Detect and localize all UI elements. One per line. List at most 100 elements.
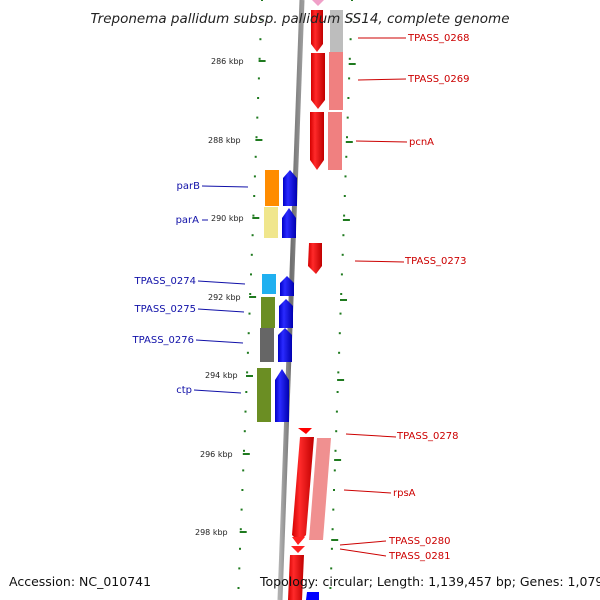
scale-dot <box>240 508 243 511</box>
gene-label-TPASS_0274[interactable]: TPASS_0274 <box>134 276 196 287</box>
gene-arrow-TPASS_0274 <box>280 276 294 296</box>
gene-arrow-TPASS_0269 <box>311 53 325 109</box>
leader-TPASS_0269 <box>357 78 407 81</box>
scale-major-tick <box>239 531 247 533</box>
label-leaders <box>193 37 408 557</box>
forward-genes <box>288 10 325 600</box>
scale-dot <box>250 253 253 256</box>
scale-dot <box>348 57 351 60</box>
scale-dot <box>243 449 245 452</box>
scale-dot <box>333 489 335 491</box>
category-box-ctp <box>257 368 271 422</box>
scale-dot <box>350 18 353 21</box>
scale-major-tick <box>255 139 263 141</box>
scale-major-tick <box>246 375 253 377</box>
scale-dot <box>335 410 338 413</box>
scale-dot <box>237 587 240 589</box>
scale-major-tick <box>348 63 356 65</box>
scale-dot <box>254 155 257 158</box>
gene-arrow-TPASS_0276 <box>278 328 292 362</box>
scale-ruler <box>237 0 356 589</box>
scale-dot <box>340 273 343 276</box>
scale-major-tick <box>249 296 257 298</box>
scale-major-tick <box>258 60 266 62</box>
scale-dot <box>242 469 245 472</box>
gene-label-pcnA[interactable]: pcnA <box>409 137 434 148</box>
scale-dot <box>337 371 340 374</box>
scale-dot <box>331 528 334 531</box>
gene-label-TPASS_0280[interactable]: TPASS_0280 <box>388 536 450 547</box>
reverse-gene-labels: parB parA TPASS_0274 TPASS_0275 TPASS_02… <box>132 181 201 396</box>
category-box-pcnA <box>328 112 342 170</box>
leader-rpsA <box>343 489 392 494</box>
gene-label-TPASS_0276[interactable]: TPASS_0276 <box>132 335 194 346</box>
gene-arrow-parB <box>283 170 297 206</box>
gene-label-parB[interactable]: parB <box>177 181 201 192</box>
genome-summary-text: Topology: circular; Length: 1,139,457 bp… <box>259 574 600 589</box>
gene-arrow-parA <box>282 208 296 238</box>
gene-arrow-pcnA <box>310 112 324 170</box>
scale-dot <box>258 57 261 60</box>
gene-label-TPASS_0273[interactable]: TPASS_0273 <box>404 256 466 267</box>
scale-dot <box>257 77 260 80</box>
scale-dot <box>344 175 347 178</box>
leader-TPASS_0278 <box>345 433 397 438</box>
scale-dot <box>338 351 341 354</box>
forward-gene-labels: TPASS_0268 TPASS_0269 pcnA TPASS_0273 TP… <box>388 33 469 562</box>
scale-dot <box>329 587 332 589</box>
gene-label-TPASS_0269[interactable]: TPASS_0269 <box>407 74 469 85</box>
gene-arrow-next-reverse <box>306 592 319 600</box>
leader-TPASS_0274 <box>197 280 246 285</box>
scale-label-290: 290 kbp <box>211 214 244 223</box>
gene-arrow-rpsA <box>292 437 314 542</box>
gene-label-ctp[interactable]: ctp <box>176 385 192 396</box>
gene-label-TPASS_0281[interactable]: TPASS_0281 <box>388 551 450 562</box>
scale-labels: 286 kbp 288 kbp 290 kbp 292 kbp 294 kbp … <box>195 57 244 537</box>
scale-dot <box>339 312 342 315</box>
leader-pcnA <box>355 140 408 143</box>
scale-dot <box>255 136 258 139</box>
scale-dot <box>342 234 345 237</box>
gene-arrow-TPASS_0278 <box>298 428 312 434</box>
gene-arrow-TPASS_0273 <box>308 243 322 274</box>
scale-dot <box>348 77 351 80</box>
scale-major-tick <box>345 141 353 143</box>
scale-major-tick <box>331 539 339 541</box>
gene-label-rpsA[interactable]: rpsA <box>393 488 416 499</box>
scale-dot <box>247 332 250 335</box>
scale-major-tick <box>252 217 260 219</box>
scale-dot <box>343 195 346 197</box>
leader-TPASS_0281 <box>339 548 387 557</box>
gene-label-TPASS_0268[interactable]: TPASS_0268 <box>407 33 469 44</box>
scale-label-288: 288 kbp <box>208 136 241 145</box>
scale-dot <box>252 214 255 217</box>
forward-category-boxes <box>309 10 343 540</box>
gene-label-TPASS_0278[interactable]: TPASS_0278 <box>396 431 458 442</box>
scale-dot <box>340 293 343 295</box>
scale-dot <box>330 567 333 570</box>
category-box-TPASS_0269 <box>329 52 343 110</box>
scale-dot <box>253 195 256 197</box>
scale-label-286: 286 kbp <box>211 57 244 66</box>
category-box-rpsA <box>309 438 331 540</box>
scale-dot <box>260 18 263 21</box>
gene-label-parA[interactable]: parA <box>176 215 200 226</box>
scale-dot <box>246 351 249 354</box>
scale-dot <box>336 391 339 393</box>
scale-dot <box>261 0 263 1</box>
map-title: Treponema pallidum subsp. pallidum SS14,… <box>90 11 509 27</box>
scale-dot <box>341 253 344 256</box>
gene-arrow-TPASS_0281 <box>291 546 305 553</box>
scale-label-292: 292 kbp <box>208 293 241 302</box>
gene-arrow-TPASS_0275 <box>279 299 293 328</box>
leader-TPASS_0275 <box>197 308 245 313</box>
leader-TPASS_0273 <box>354 260 405 263</box>
scale-dot <box>246 371 249 374</box>
leader-ctp <box>193 389 242 394</box>
gene-label-TPASS_0275[interactable]: TPASS_0275 <box>134 304 196 315</box>
scale-dot <box>251 234 254 237</box>
gene-arrow-TPASS_0268 <box>311 10 323 52</box>
scale-dot <box>238 567 241 570</box>
category-box-parA <box>264 207 278 238</box>
